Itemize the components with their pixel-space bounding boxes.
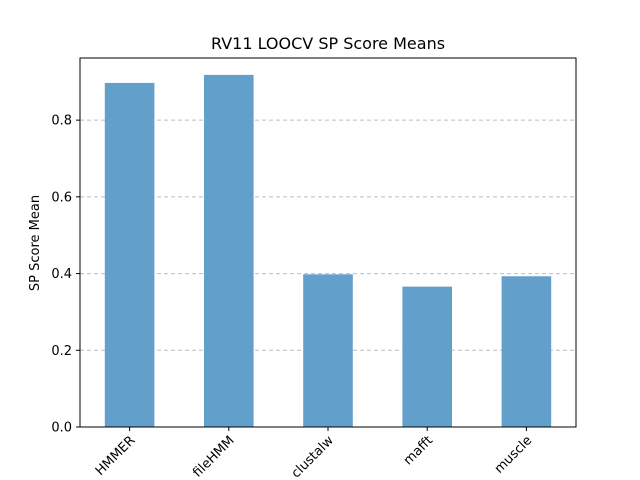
bar-muscle <box>501 276 552 427</box>
y-tick-label: 0.4 <box>51 267 72 282</box>
bar-mafft <box>402 286 452 427</box>
bar-filehmm <box>204 74 254 427</box>
y-axis-ticks: 0.0 0.2 0.4 0.6 0.8 <box>51 114 80 436</box>
y-tick-label: 0.2 <box>51 344 72 359</box>
bars <box>104 74 552 427</box>
y-tick-label: 0.0 <box>51 421 72 436</box>
y-tick-label: 0.8 <box>51 114 72 129</box>
y-tick-label: 0.6 <box>51 190 72 205</box>
bar-hmmer <box>104 82 155 427</box>
bar-clustalw <box>303 274 353 427</box>
y-axis-label: SP Score Mean <box>28 195 43 291</box>
chart-title: RV11 LOOCV SP Score Means <box>211 34 445 53</box>
